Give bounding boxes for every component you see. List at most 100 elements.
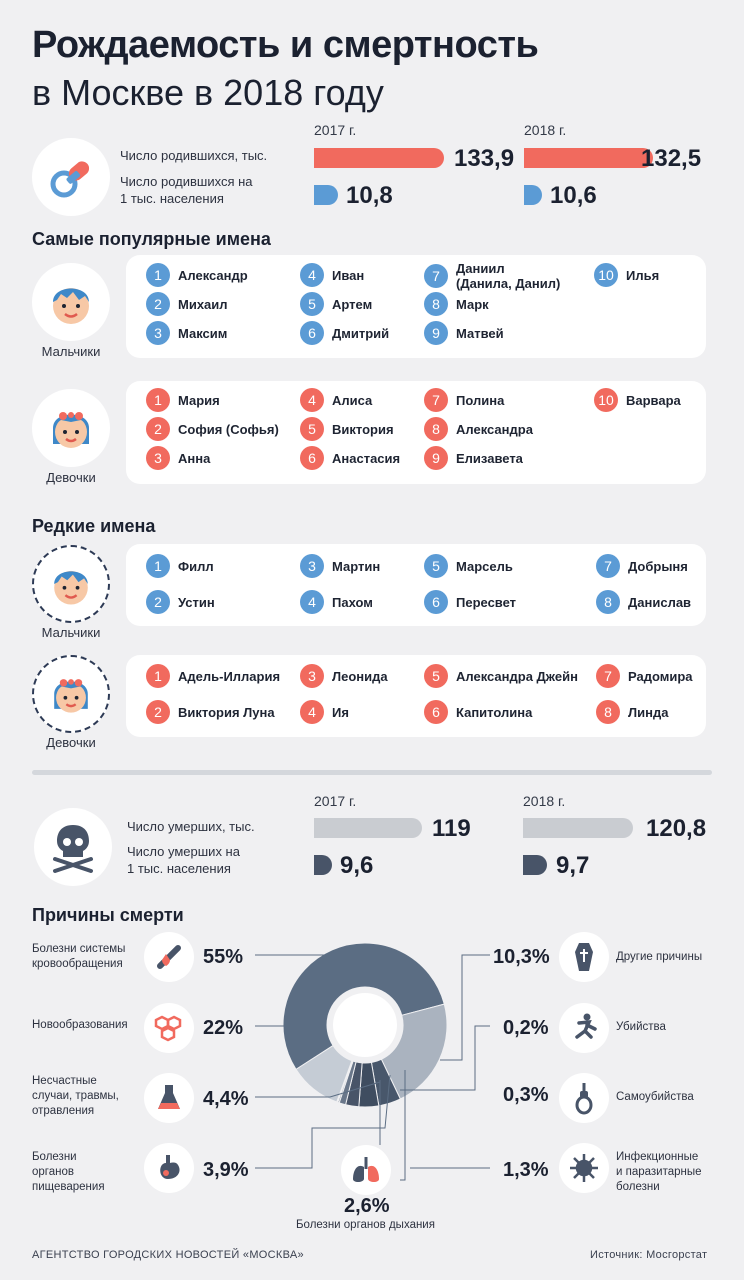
list-item: 6 Дмитрий xyxy=(300,321,389,345)
list-item: 1 Филл xyxy=(146,554,214,578)
donut-hole xyxy=(333,993,397,1057)
deaths-value-2018: 120,8 xyxy=(646,815,707,842)
deaths-rate-label-1: Число умерших на xyxy=(127,844,240,859)
leader-line xyxy=(255,1074,391,1169)
cause-pct-suicide: 0,3% xyxy=(503,1084,549,1106)
cause-pct-digestive: 3,9% xyxy=(203,1159,249,1181)
list-item: 1 Мария xyxy=(146,388,220,412)
list-item: 5 Александра Джейн xyxy=(424,664,578,688)
cause-label-infectious: Инфекционные и паразитарные болезни xyxy=(616,1151,702,1193)
births-rate-marker-2018 xyxy=(524,185,542,205)
cause-label-accidents: Несчастные случаи, травмы, отравления xyxy=(32,1075,119,1117)
leader-line xyxy=(400,1070,406,1181)
cause-label-digestive: Болезни органов пищеварения xyxy=(32,1151,105,1193)
cause-label-respiratory: Болезни органов дыхания xyxy=(296,1219,435,1231)
cause-label-other: Другие причины xyxy=(616,951,703,963)
rare-boys-label: Мальчики xyxy=(41,625,101,640)
leader-lines xyxy=(255,954,490,1181)
causes-heading: Причины смерти xyxy=(32,905,184,925)
list-item: 1 Александр xyxy=(146,263,248,287)
list-item: 8 Линда xyxy=(596,700,668,724)
births-rate-2018: 10,6 xyxy=(550,182,597,209)
births-rate-label-1: Число родившихся на xyxy=(120,174,253,189)
list-item: 4 Ия xyxy=(300,700,349,724)
list-item: 6 Анастасия xyxy=(300,446,400,470)
popular-names-heading: Самые популярные имена xyxy=(32,229,271,249)
noose-icon xyxy=(559,1073,609,1123)
births-year-2017: 2017 г. xyxy=(314,122,357,138)
deaths-rate-2018: 9,7 xyxy=(556,852,590,879)
virus-icon xyxy=(559,1143,609,1193)
deaths-bar-2018 xyxy=(523,818,633,838)
girl-avatar-icon xyxy=(32,389,110,467)
list-item: 10 Илья xyxy=(594,263,659,287)
deaths-year-2018: 2018 г. xyxy=(523,793,566,809)
stomach-icon xyxy=(144,1143,194,1193)
cause-pct-other: 10,3% xyxy=(493,946,550,968)
deaths-rate-2017: 9,6 xyxy=(340,852,374,879)
cause-pct-murder: 0,2% xyxy=(503,1017,549,1039)
coffin-icon xyxy=(559,932,609,982)
list-item: 1 Адель-Иллария xyxy=(146,664,280,688)
list-item: 3 Максим xyxy=(146,321,227,345)
deaths-value-2017: 119 xyxy=(432,815,471,842)
cause-label-circulatory: Болезни системы кровообращения xyxy=(32,943,126,970)
cause-label-neoplasms: Новообразования xyxy=(32,1019,128,1031)
cells-icon xyxy=(144,1003,194,1053)
list-item: 2 Устин xyxy=(146,590,215,614)
births-rate-2017: 10,8 xyxy=(346,182,393,209)
deaths-rate-marker-2017 xyxy=(314,855,332,875)
list-item: 9 Елизавета xyxy=(424,446,523,470)
boy-avatar-icon xyxy=(32,263,110,341)
list-item: 9 Матвей xyxy=(424,321,504,345)
leader-line xyxy=(400,1025,490,1091)
flask-icon xyxy=(144,1073,194,1123)
births-rate-marker-2017 xyxy=(314,185,338,205)
cause-pct-respiratory: 2,6% xyxy=(344,1195,390,1217)
list-item: 8 Марк xyxy=(424,292,489,316)
rare-girls-label: Девочки xyxy=(46,735,96,750)
leader-line xyxy=(255,1081,381,1098)
list-item: 2 София (Софья) xyxy=(146,417,279,441)
popular-boys-label: Мальчики xyxy=(41,344,101,359)
section-divider xyxy=(32,770,712,775)
donut-slice xyxy=(295,1044,353,1103)
list-item: 10 Варвара xyxy=(594,388,681,412)
boy-avatar-icon xyxy=(32,545,110,623)
list-item: 7 Полина xyxy=(424,388,504,412)
cause-pct-infectious: 1,3% xyxy=(503,1159,549,1181)
popular-boys-card: 1 Александр 2 Михаил 3 Максим 4 Иван 5 Артем … xyxy=(126,255,706,358)
list-item: 4 Иван xyxy=(300,263,364,287)
skull-icon xyxy=(34,808,112,886)
list-item: 2 Михаил xyxy=(146,292,228,316)
list-item: 5 Артем xyxy=(300,292,372,316)
list-item: 8 Александра xyxy=(424,417,533,441)
births-year-2018: 2018 г. xyxy=(524,122,567,138)
rare-names-heading: Редкие имена xyxy=(32,516,156,536)
list-item: 4 Алиса xyxy=(300,388,372,412)
donut-slice xyxy=(282,942,445,1071)
lungs-icon xyxy=(341,1145,391,1195)
cause-label-suicide: Самоубийства xyxy=(616,1091,694,1103)
pacifier-icon xyxy=(32,138,110,216)
list-item: 7 Добрыня xyxy=(596,554,688,578)
footer-agency: АГЕНТСТВО ГОРОДСКИХ НОВОСТЕЙ «МОСКВА» xyxy=(32,1249,304,1261)
page-title: Рождаемость и смертность xyxy=(32,24,539,66)
donut-slice xyxy=(380,1003,448,1100)
cause-label-murder: Убийства xyxy=(616,1021,666,1033)
deaths-bar-2017 xyxy=(314,818,423,838)
births-bar-2018 xyxy=(524,148,653,168)
births-rate-label-2: 1 тыс. населения xyxy=(120,191,224,206)
deaths-total-label: Число умерших, тыс. xyxy=(127,819,255,834)
list-item: 3 Анна xyxy=(146,446,210,470)
births-bar-2017 xyxy=(314,148,444,168)
births-total-label: Число родившихся, тыс. xyxy=(120,148,268,163)
running-man-icon xyxy=(559,1003,609,1053)
rare-girls-card: 1 Адель-Иллария 2 Виктория Луна 3 Леонида 4… xyxy=(126,655,706,737)
list-item: 7 Радомира xyxy=(596,664,693,688)
blood-icon xyxy=(144,932,194,982)
cause-pct-circulatory: 55% xyxy=(203,946,244,968)
list-item: 2 Виктория Луна xyxy=(146,700,275,724)
list-item: 3 Леонида xyxy=(300,664,388,688)
